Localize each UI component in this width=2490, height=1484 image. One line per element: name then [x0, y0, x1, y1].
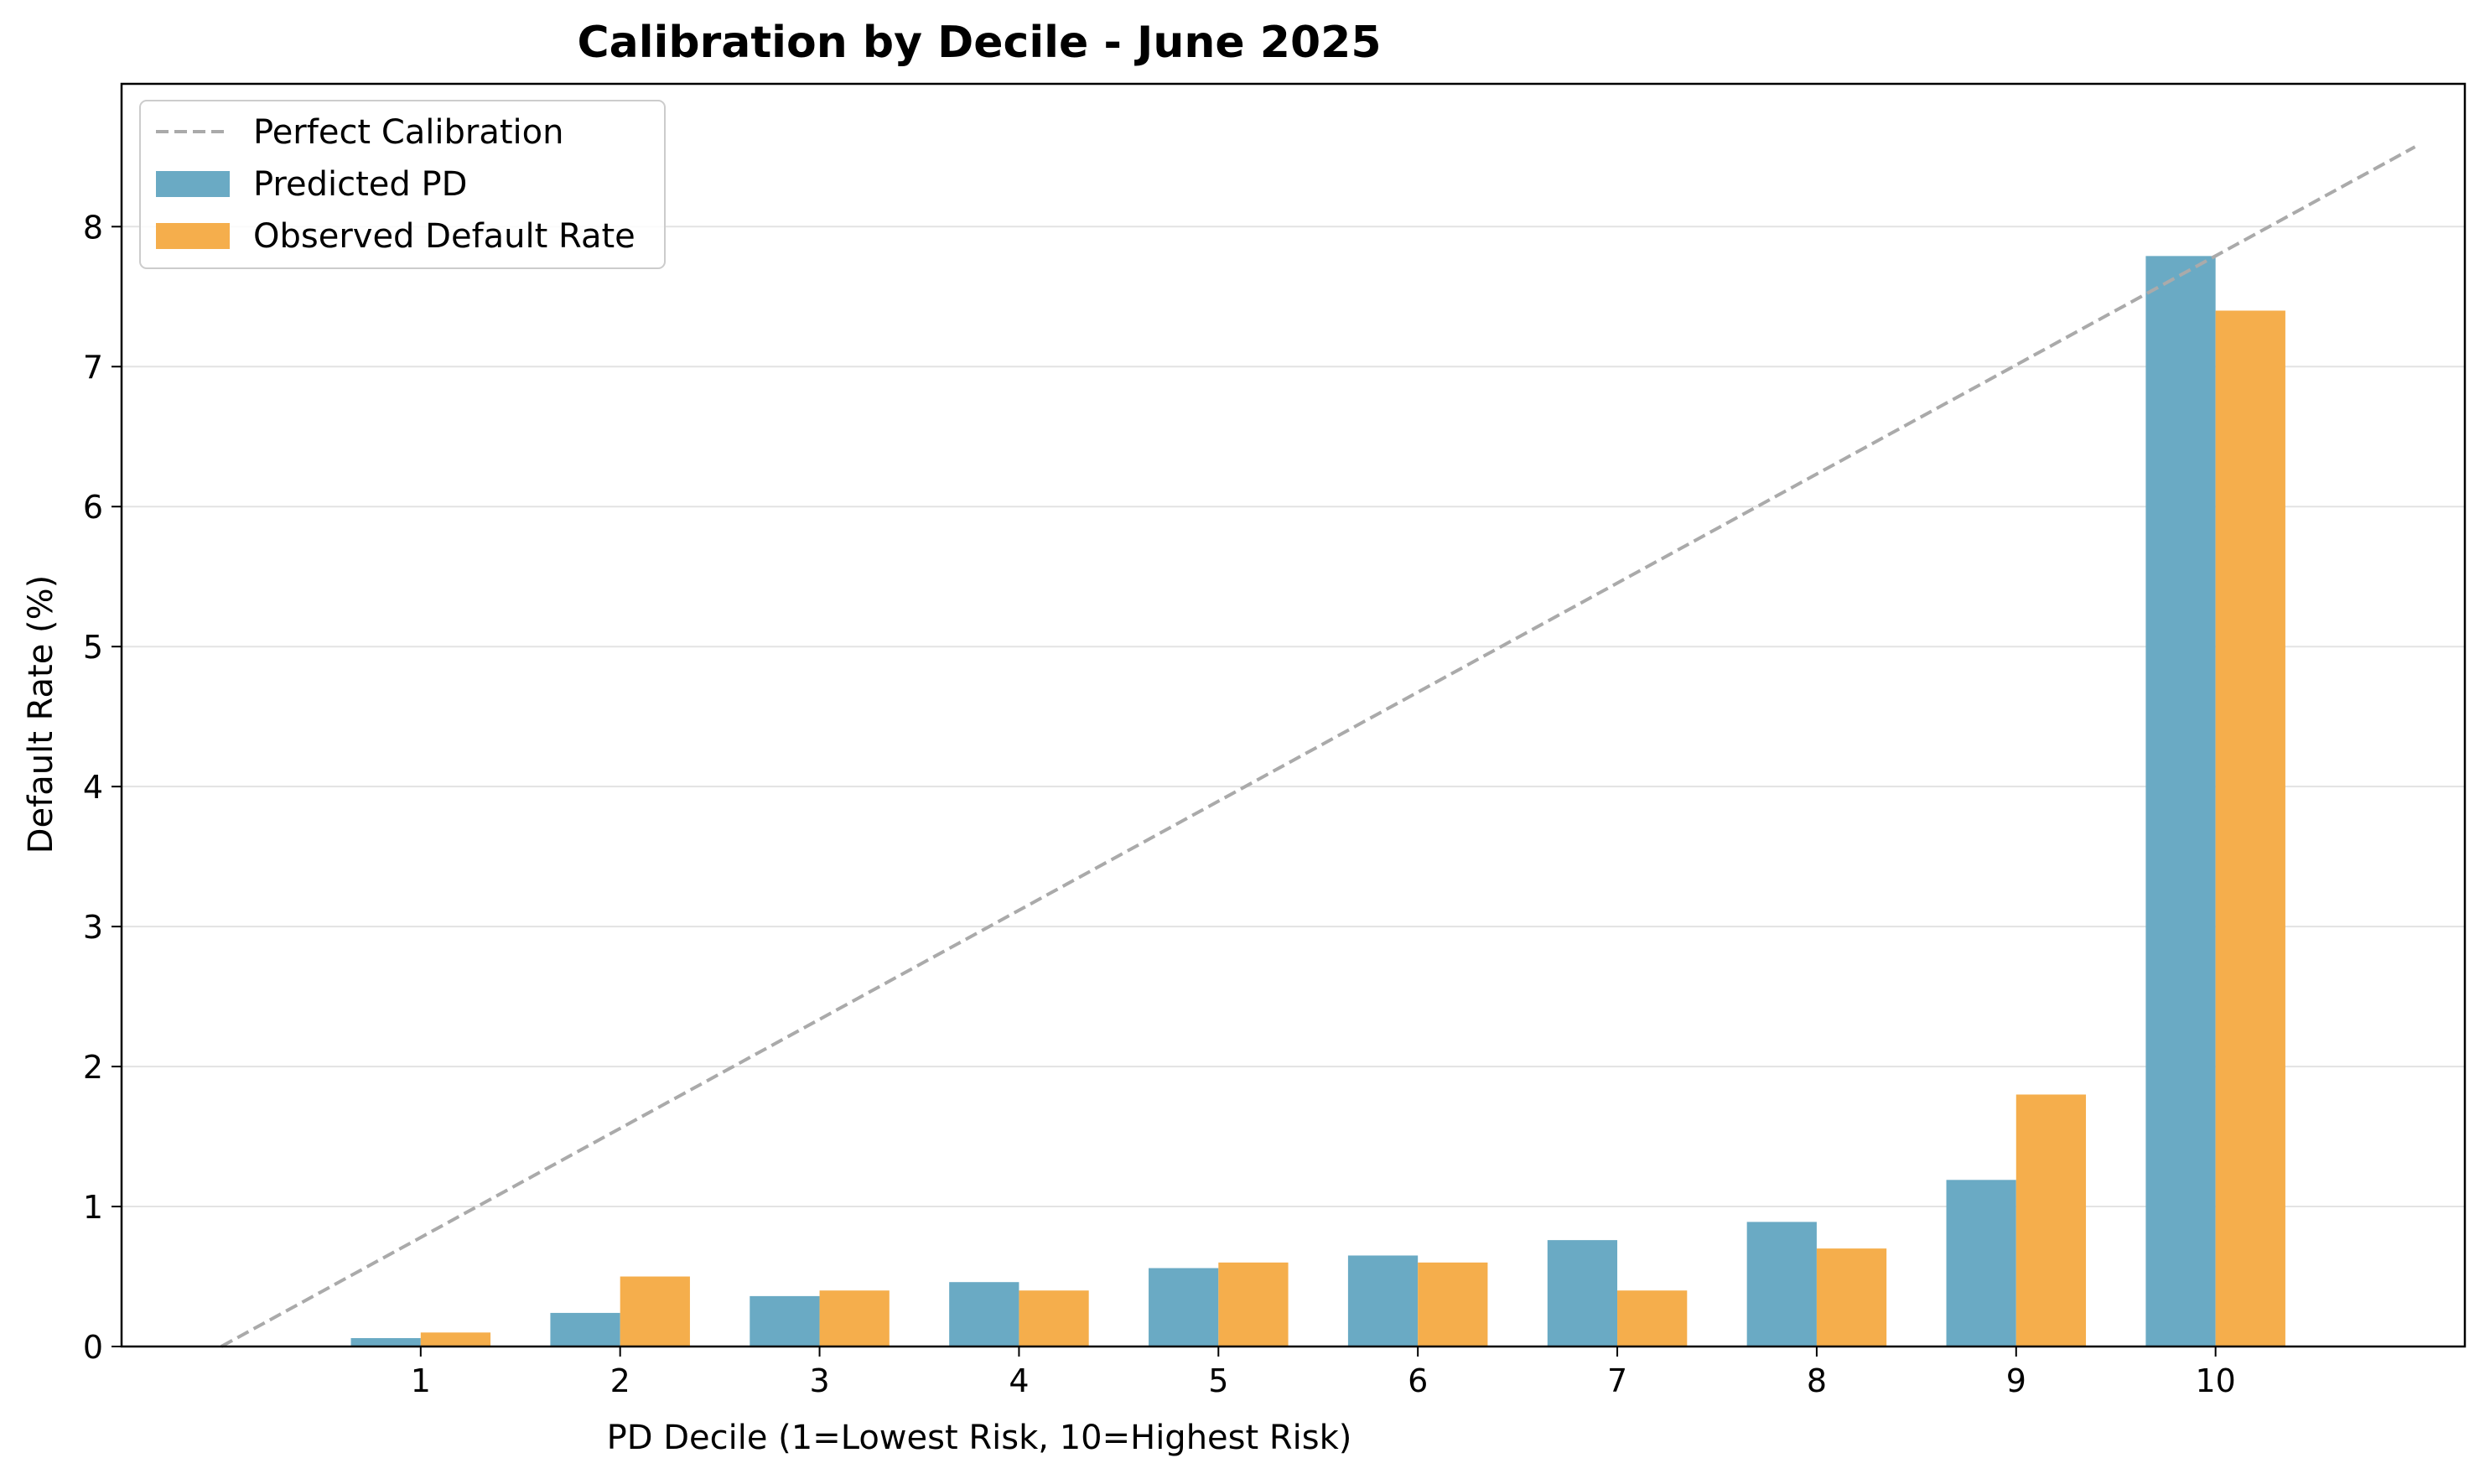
x-tick-label: 4 — [1009, 1362, 1029, 1399]
x-axis-ticks: 1 2 3 4 5 6 7 8 9 10 — [411, 1346, 2236, 1399]
bar-observed-default-rate — [1218, 1262, 1289, 1346]
reference-line-layer — [220, 145, 2416, 1348]
x-axis-label: PD Decile (1=Lowest Risk, 10=Highest Ris… — [607, 1419, 1352, 1457]
y-tick-label: 4 — [83, 769, 103, 806]
y-tick-label: 0 — [83, 1329, 103, 1366]
bar-predicted-pd — [750, 1295, 820, 1346]
x-tick-label: 6 — [1408, 1362, 1428, 1399]
y-tick-label: 1 — [83, 1189, 103, 1226]
chart-title: Calibration by Decile - June 2025 — [577, 18, 1381, 68]
legend-swatch-predicted-pd — [156, 171, 230, 197]
bar-predicted-pd — [1547, 1240, 1618, 1346]
y-tick-label: 3 — [83, 909, 103, 946]
bars — [350, 256, 2285, 1346]
bar-predicted-pd — [350, 1337, 421, 1346]
bar-observed-default-rate — [620, 1276, 690, 1346]
legend-label-perfect-calibration: Perfect Calibration — [253, 113, 563, 152]
x-tick-label: 9 — [2006, 1362, 2026, 1399]
bar-predicted-pd — [1347, 1255, 1419, 1346]
plot-frame — [120, 82, 2467, 1348]
bar-observed-default-rate — [819, 1290, 890, 1346]
y-tick-label: 2 — [83, 1049, 103, 1086]
x-tick-label: 1 — [411, 1362, 431, 1399]
bar-predicted-pd — [949, 1282, 1019, 1346]
perfect-calibration-line — [220, 145, 2416, 1348]
legend-swatch-observed-default-rate — [156, 223, 230, 249]
bar-predicted-pd — [1946, 1180, 2016, 1346]
bar-predicted-pd — [1746, 1222, 1817, 1346]
legend: Perfect Calibration Predicted PD Observe… — [139, 100, 666, 269]
bar-predicted-pd — [2145, 256, 2216, 1346]
legend-box — [139, 100, 666, 269]
x-tick-label: 5 — [1208, 1362, 1228, 1399]
y-tick-label: 6 — [83, 489, 103, 526]
y-axis-label: Default Rate (%) — [22, 575, 60, 854]
bar-observed-default-rate — [1617, 1290, 1688, 1346]
x-tick-label: 10 — [2195, 1362, 2235, 1399]
x-tick-label: 8 — [1807, 1362, 1827, 1399]
bar-observed-default-rate — [420, 1332, 491, 1346]
bar-observed-default-rate — [2015, 1094, 2087, 1346]
bar-observed-default-rate — [1816, 1248, 1887, 1346]
y-tick-label: 5 — [83, 629, 103, 666]
bar-predicted-pd — [1149, 1268, 1219, 1346]
legend-label-observed-default-rate: Observed Default Rate — [253, 217, 635, 256]
x-tick-label: 7 — [1607, 1362, 1627, 1399]
bar-predicted-pd — [550, 1312, 620, 1346]
bar-observed-default-rate — [1418, 1262, 1488, 1346]
legend-label-predicted-pd: Predicted PD — [253, 165, 467, 204]
x-tick-label: 3 — [809, 1362, 829, 1399]
y-axis-ticks: 0 1 2 3 4 5 6 7 8 — [83, 209, 122, 1366]
bar-observed-default-rate — [2215, 310, 2285, 1346]
y-tick-label: 8 — [83, 209, 103, 246]
bar-observed-default-rate — [1019, 1290, 1089, 1346]
y-tick-label: 7 — [83, 349, 103, 386]
x-tick-label: 2 — [610, 1362, 630, 1399]
